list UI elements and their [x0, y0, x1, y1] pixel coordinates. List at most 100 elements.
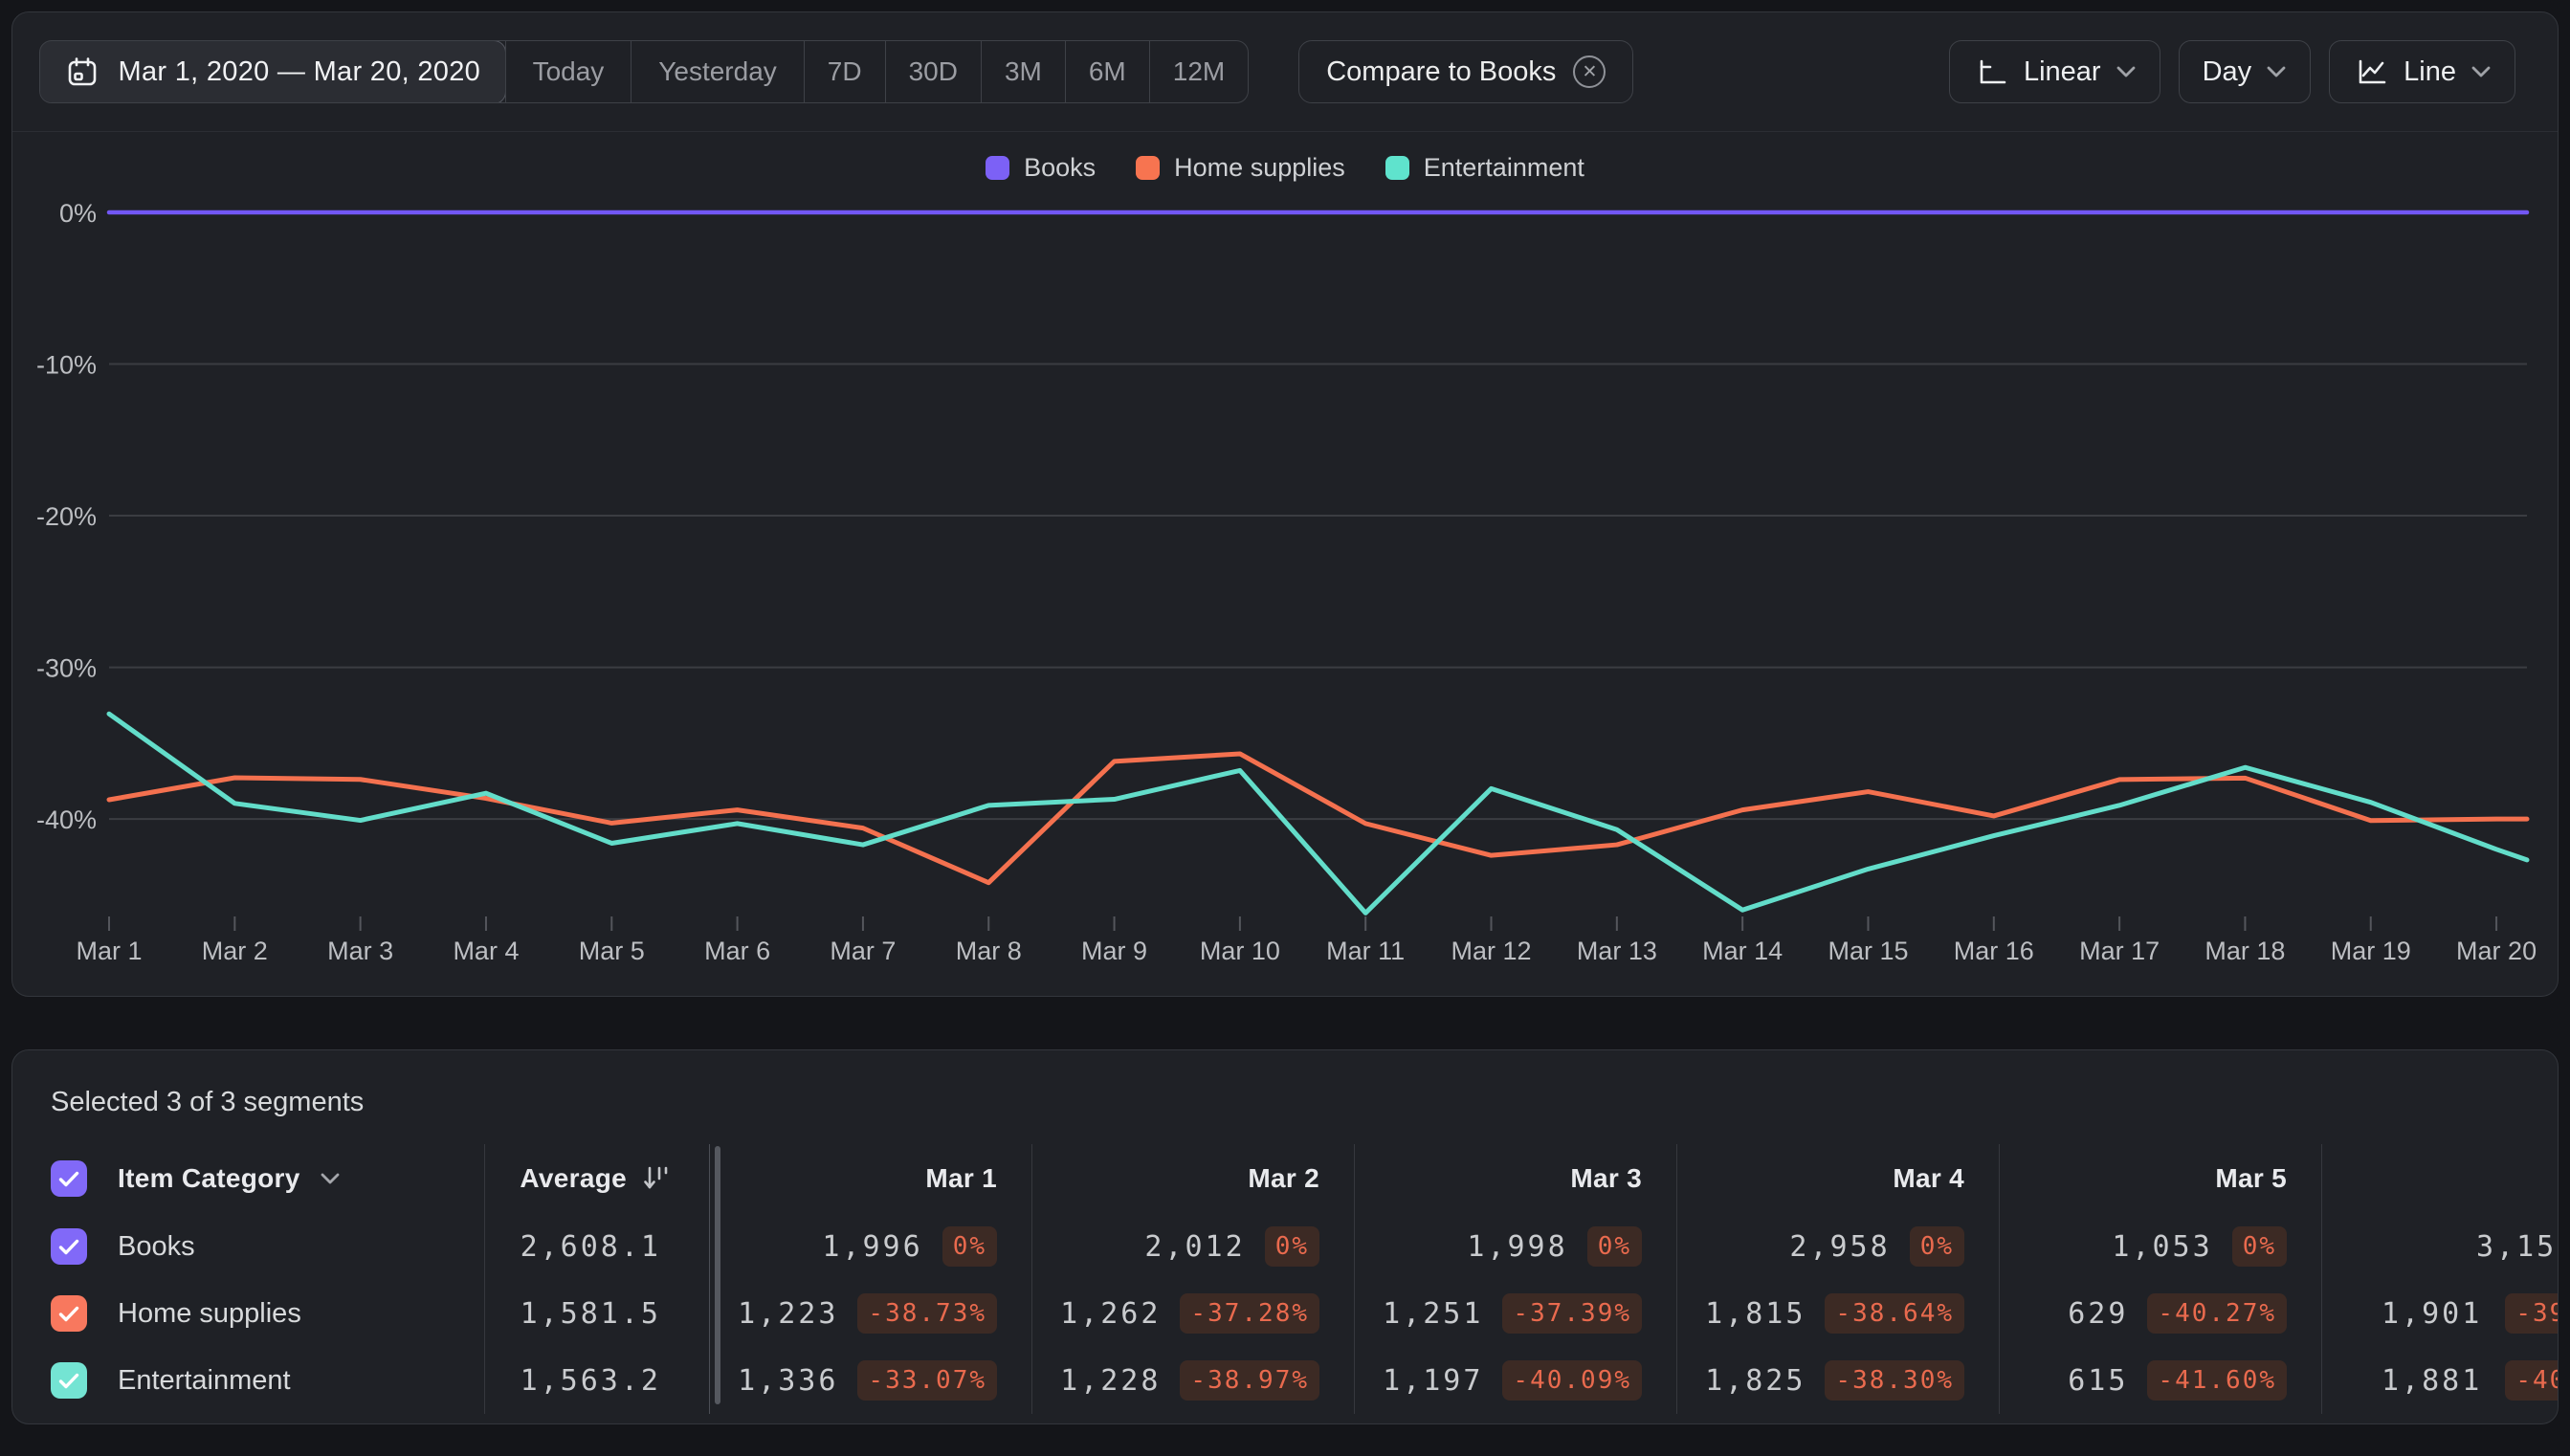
chart-card: Mar 1, 2020 — Mar 20, 2020 Today Yesterd…: [11, 11, 2559, 997]
entertainment-average-cell: 1,563.2: [484, 1347, 709, 1414]
books-average-cell: 2,608.1: [484, 1213, 709, 1280]
svg-text:Mar 7: Mar 7: [830, 937, 896, 965]
svg-text:0%: 0%: [59, 199, 97, 228]
pct-badge: -39: [2505, 1293, 2558, 1334]
home-supplies-mar4-cell: 1,815 -38.64%: [1676, 1280, 1999, 1347]
entertainment-swatch: [1385, 155, 1409, 180]
check-icon: [58, 1239, 79, 1254]
entertainment-mar2-cell: 1,228 -38.97%: [1031, 1347, 1354, 1414]
check-icon: [58, 1373, 79, 1388]
svg-text:Mar 19: Mar 19: [2331, 937, 2411, 965]
line-chart-icon: [2359, 59, 2386, 84]
svg-text:Mar 16: Mar 16: [1954, 937, 2034, 965]
chevron-down-icon: [2471, 66, 2491, 77]
svg-text:-10%: -10%: [36, 351, 97, 380]
home-supplies-swatch: [1136, 155, 1161, 180]
scale-label: Linear: [2023, 55, 2101, 87]
chart-legend: Books Home supplies Entertainment: [12, 151, 2558, 184]
check-icon: [58, 1171, 79, 1186]
home-supplies-average-cell: 1,581.5: [484, 1280, 709, 1347]
home-supplies-checkbox[interactable]: [51, 1295, 87, 1332]
entertainment-mar4-cell: 1,825 -38.30%: [1676, 1347, 1999, 1414]
legend-item-entertainment[interactable]: Entertainment: [1385, 153, 1584, 183]
legend-item-books[interactable]: Books: [986, 153, 1096, 183]
preset-30d[interactable]: 30D: [884, 41, 981, 102]
date-range-picker[interactable]: Mar 1, 2020 — Mar 20, 2020: [40, 41, 507, 102]
select-all-checkbox[interactable]: [51, 1160, 87, 1197]
preset-12m[interactable]: 12M: [1148, 41, 1248, 102]
compare-chip[interactable]: Compare to Books ✕: [1298, 40, 1634, 103]
compare-chip-label: Compare to Books: [1326, 55, 1557, 87]
chart-controls: Linear Day Line: [1948, 40, 2515, 103]
col-header-mar2: Mar 2: [1031, 1144, 1354, 1213]
svg-text:Mar 8: Mar 8: [956, 937, 1022, 965]
books-mar6-cell-clipped: 3,15: [2321, 1213, 2558, 1280]
row-label: Home supplies: [118, 1297, 301, 1329]
svg-text:Mar 2: Mar 2: [202, 937, 268, 965]
check-icon: [58, 1306, 79, 1321]
entertainment-checkbox[interactable]: [51, 1362, 87, 1399]
preset-6m[interactable]: 6M: [1064, 41, 1149, 102]
svg-text:Mar 1: Mar 1: [76, 937, 142, 965]
home-supplies-mar3-cell: 1,251 -37.39%: [1354, 1280, 1676, 1347]
item-category-label: Item Category: [118, 1163, 300, 1193]
preset-yesterday[interactable]: Yesterday: [631, 41, 804, 102]
pct-badge: -38.97%: [1180, 1360, 1319, 1401]
legend-label: Books: [1024, 152, 1097, 182]
svg-text:Mar 14: Mar 14: [1702, 937, 1783, 965]
average-header-cell[interactable]: Average: [484, 1144, 709, 1213]
books-mar3-cell: 1,998 0%: [1354, 1213, 1676, 1280]
chevron-down-icon: [321, 1173, 340, 1184]
item-category-header-cell[interactable]: Item Category: [12, 1144, 484, 1213]
date-filter-group: Mar 1, 2020 — Mar 20, 2020 Today Yesterd…: [39, 40, 1250, 103]
chevron-down-icon: [2267, 66, 2286, 77]
pct-badge: 0%: [1264, 1226, 1319, 1267]
chart-toolbar: Mar 1, 2020 — Mar 20, 2020 Today Yesterd…: [12, 12, 2558, 132]
scale-dropdown[interactable]: Linear: [1948, 40, 2160, 103]
calendar-icon: [68, 57, 96, 86]
books-mar5-cell: 1,053 0%: [1999, 1213, 2321, 1280]
entertainment-mar6-cell-clipped: 1,881-40: [2321, 1347, 2558, 1414]
entertainment-mar3-cell: 1,197 -40.09%: [1354, 1347, 1676, 1414]
home-supplies-mar2-cell: 1,262 -37.28%: [1031, 1280, 1354, 1347]
table-row-entertainment-label: Entertainment: [12, 1347, 484, 1414]
table-row-books-label: Books: [12, 1213, 484, 1280]
frozen-pane-scrollbar[interactable]: [715, 1146, 720, 1404]
svg-text:Mar 6: Mar 6: [704, 937, 770, 965]
average-label: Average: [520, 1163, 627, 1193]
date-range-label: Mar 1, 2020 — Mar 20, 2020: [118, 55, 481, 87]
pct-badge: 0%: [2231, 1226, 2287, 1267]
svg-text:Mar 3: Mar 3: [327, 937, 393, 965]
pct-badge: -40.27%: [2147, 1293, 2287, 1334]
sort-descending-icon: [644, 1166, 668, 1189]
legend-item-home-supplies[interactable]: Home supplies: [1136, 153, 1345, 183]
chart-type-dropdown[interactable]: Line: [2329, 40, 2515, 103]
segments-table-card: Selected 3 of 3 segments Item Category A…: [11, 1049, 2559, 1424]
interval-dropdown[interactable]: Day: [2178, 40, 2312, 103]
segments-table: Item Category Average Mar 1 Mar 2 Mar 3 …: [12, 1144, 2558, 1414]
svg-text:Mar 9: Mar 9: [1081, 937, 1147, 965]
preset-3m[interactable]: 3M: [980, 41, 1065, 102]
pct-badge: -37.39%: [1502, 1293, 1642, 1334]
preset-today[interactable]: Today: [504, 41, 631, 102]
home-supplies-mar6-cell-clipped: 1,901-39: [2321, 1280, 2558, 1347]
pct-badge: 0%: [942, 1226, 997, 1267]
books-mar4-cell: 2,958 0%: [1676, 1213, 1999, 1280]
linear-axis-icon: [1980, 59, 2006, 84]
svg-text:-20%: -20%: [36, 502, 97, 531]
chart-type-label: Line: [2404, 55, 2456, 87]
pct-badge: -37.28%: [1180, 1293, 1319, 1334]
svg-text:Mar 15: Mar 15: [1828, 937, 1908, 965]
col-header-mar5: Mar 5: [1999, 1144, 2321, 1213]
svg-text:Mar 4: Mar 4: [453, 937, 519, 965]
pct-badge: -40.09%: [1502, 1360, 1642, 1401]
home-supplies-mar5-cell: 629 -40.27%: [1999, 1280, 2321, 1347]
line-chart: 0% -10% -20% -30% -40% Mar 1 Mar 2 Mar 3 Mar 4 Ma…: [36, 199, 2537, 965]
remove-compare-icon[interactable]: ✕: [1573, 55, 1606, 88]
pct-badge: 0%: [1586, 1226, 1642, 1267]
pct-badge: -38.64%: [1825, 1293, 1964, 1334]
preset-7d[interactable]: 7D: [803, 41, 885, 102]
books-mar1-cell: 1,996 0%: [709, 1213, 1031, 1280]
books-checkbox[interactable]: [51, 1228, 87, 1265]
svg-text:Mar 13: Mar 13: [1577, 937, 1657, 965]
